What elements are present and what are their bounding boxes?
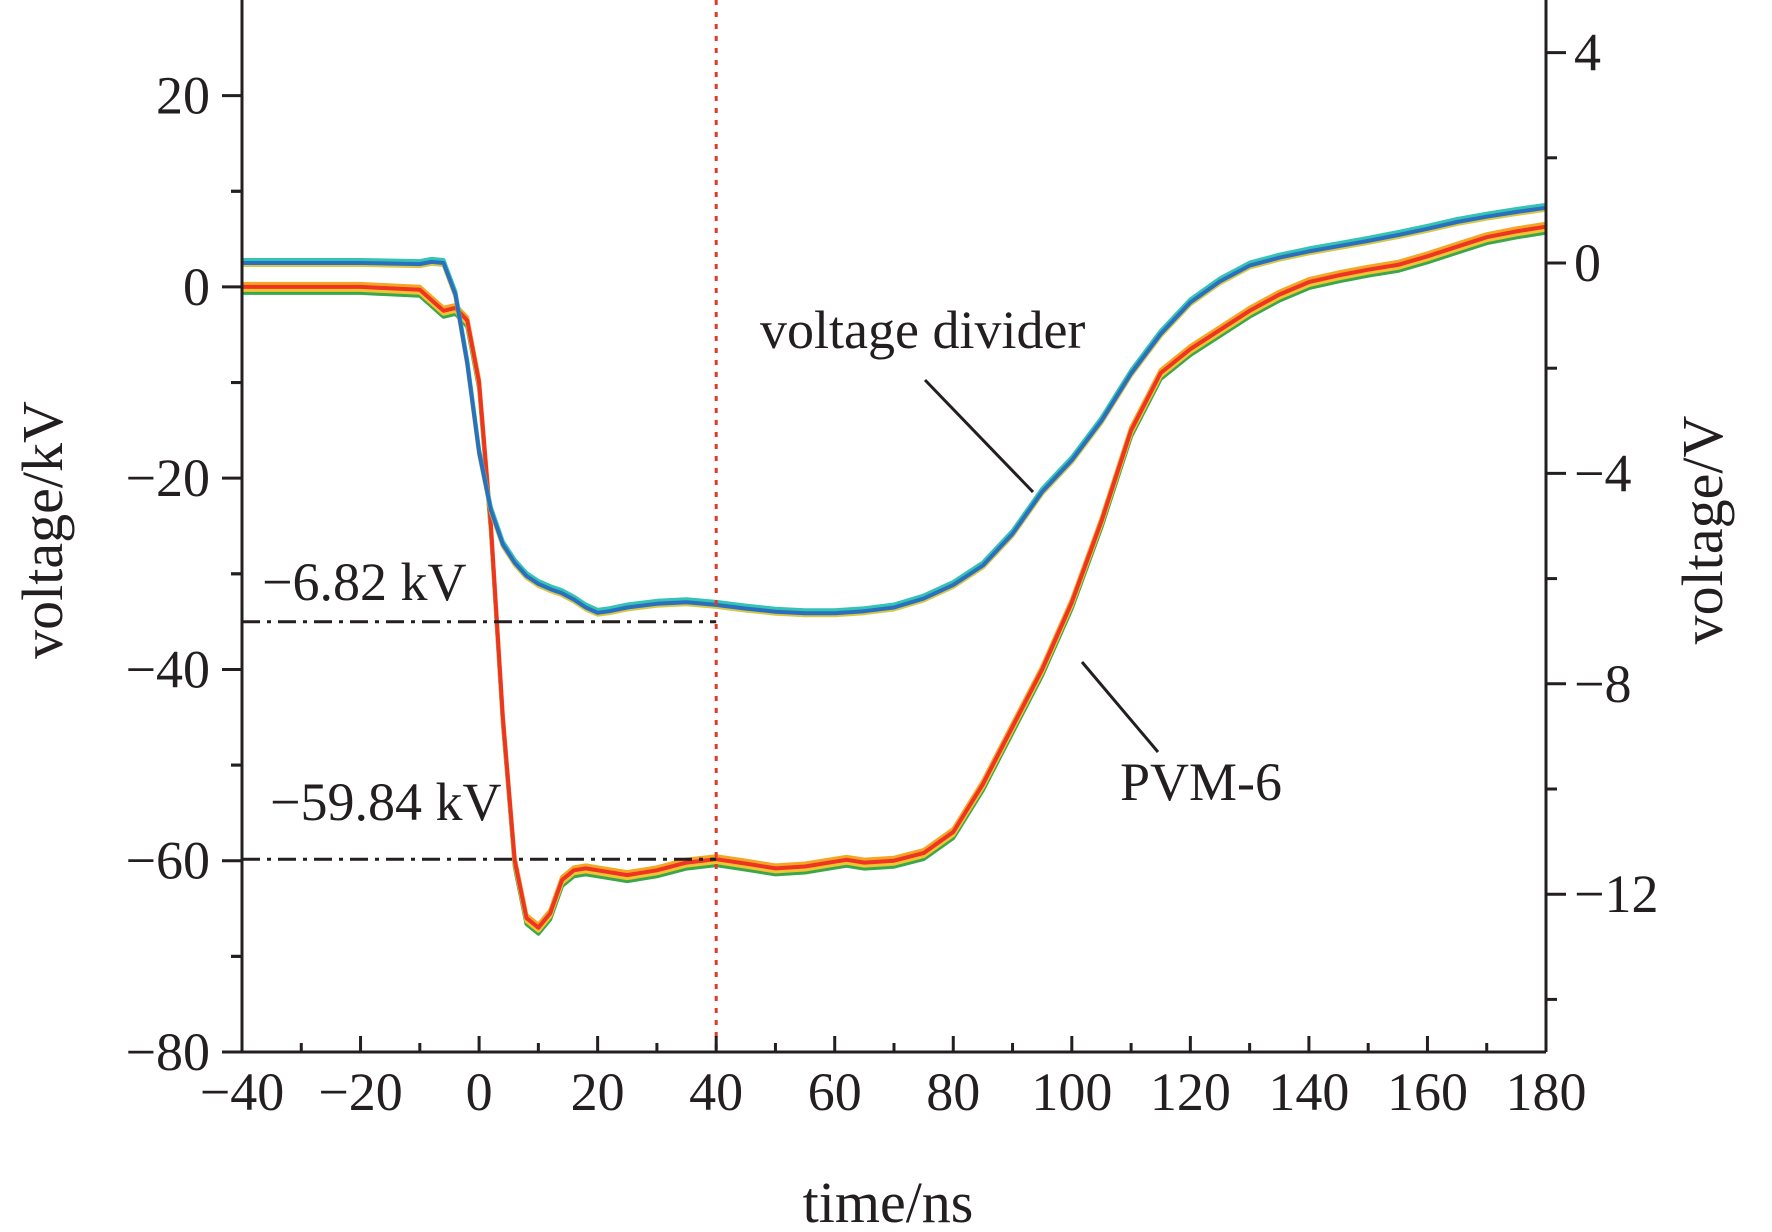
reference-lines [242,0,718,1052]
y-right-tick-label: 4 [1574,23,1601,83]
pvm6-series-group [242,221,1547,936]
y-left-tick-label: 0 [183,257,210,317]
y-left-tick-label: −80 [126,1022,210,1082]
label-voltage-divider: voltage divider [760,300,1085,360]
x-tick-label: −40 [200,1062,284,1122]
x-tick-label: 160 [1387,1062,1468,1122]
x-tick-label: 120 [1150,1062,1231,1122]
x-tick-label: 80 [926,1062,980,1122]
leader-line-pvm6 [1080,661,1160,753]
pvm6-trace [242,224,1547,930]
y-right-tick-label: −12 [1574,864,1658,924]
x-tick-label: 100 [1031,1062,1112,1122]
y-left-tick-label: 20 [156,66,210,126]
x-tick-label: −20 [318,1062,402,1122]
x-tick-label: 140 [1268,1062,1349,1122]
x-axis-title: time/ns [803,1170,974,1232]
x-tick-label: 40 [689,1062,743,1122]
y-left-tick-label: −60 [126,831,210,891]
tick-labels: −40 −20 0 20 40 60 80 100 120 140 160 180−80−60−40−… [126,23,1659,1122]
y-right-tick-label: −8 [1574,654,1631,714]
y-left-tick-label: −20 [126,448,210,508]
x-tick-label: 60 [808,1062,862,1122]
y-right-tick-label: 0 [1574,233,1601,293]
annotation-divider-level: −6.82 kV [262,552,466,612]
leader-line-voltage-divider [923,378,1035,494]
annotation-pvm-level: −59.84 kV [270,772,501,832]
x-tick-label: 20 [571,1062,625,1122]
x-tick-label: 0 [466,1062,493,1122]
y-right-tick-label: −4 [1574,443,1631,503]
plot-frame [240,0,1548,1054]
y-left-tick-label: −40 [126,639,210,699]
y-axis-title-right: voltage/V [1670,416,1735,645]
voltage-divider-trace [242,205,1547,616]
label-pvm6: PVM-6 [1120,752,1282,812]
y-axis-title-left: voltage/kV [10,401,75,659]
x-tick-label: 180 [1506,1062,1587,1122]
divider-series-group [242,202,1547,618]
ticks [222,51,1566,1054]
